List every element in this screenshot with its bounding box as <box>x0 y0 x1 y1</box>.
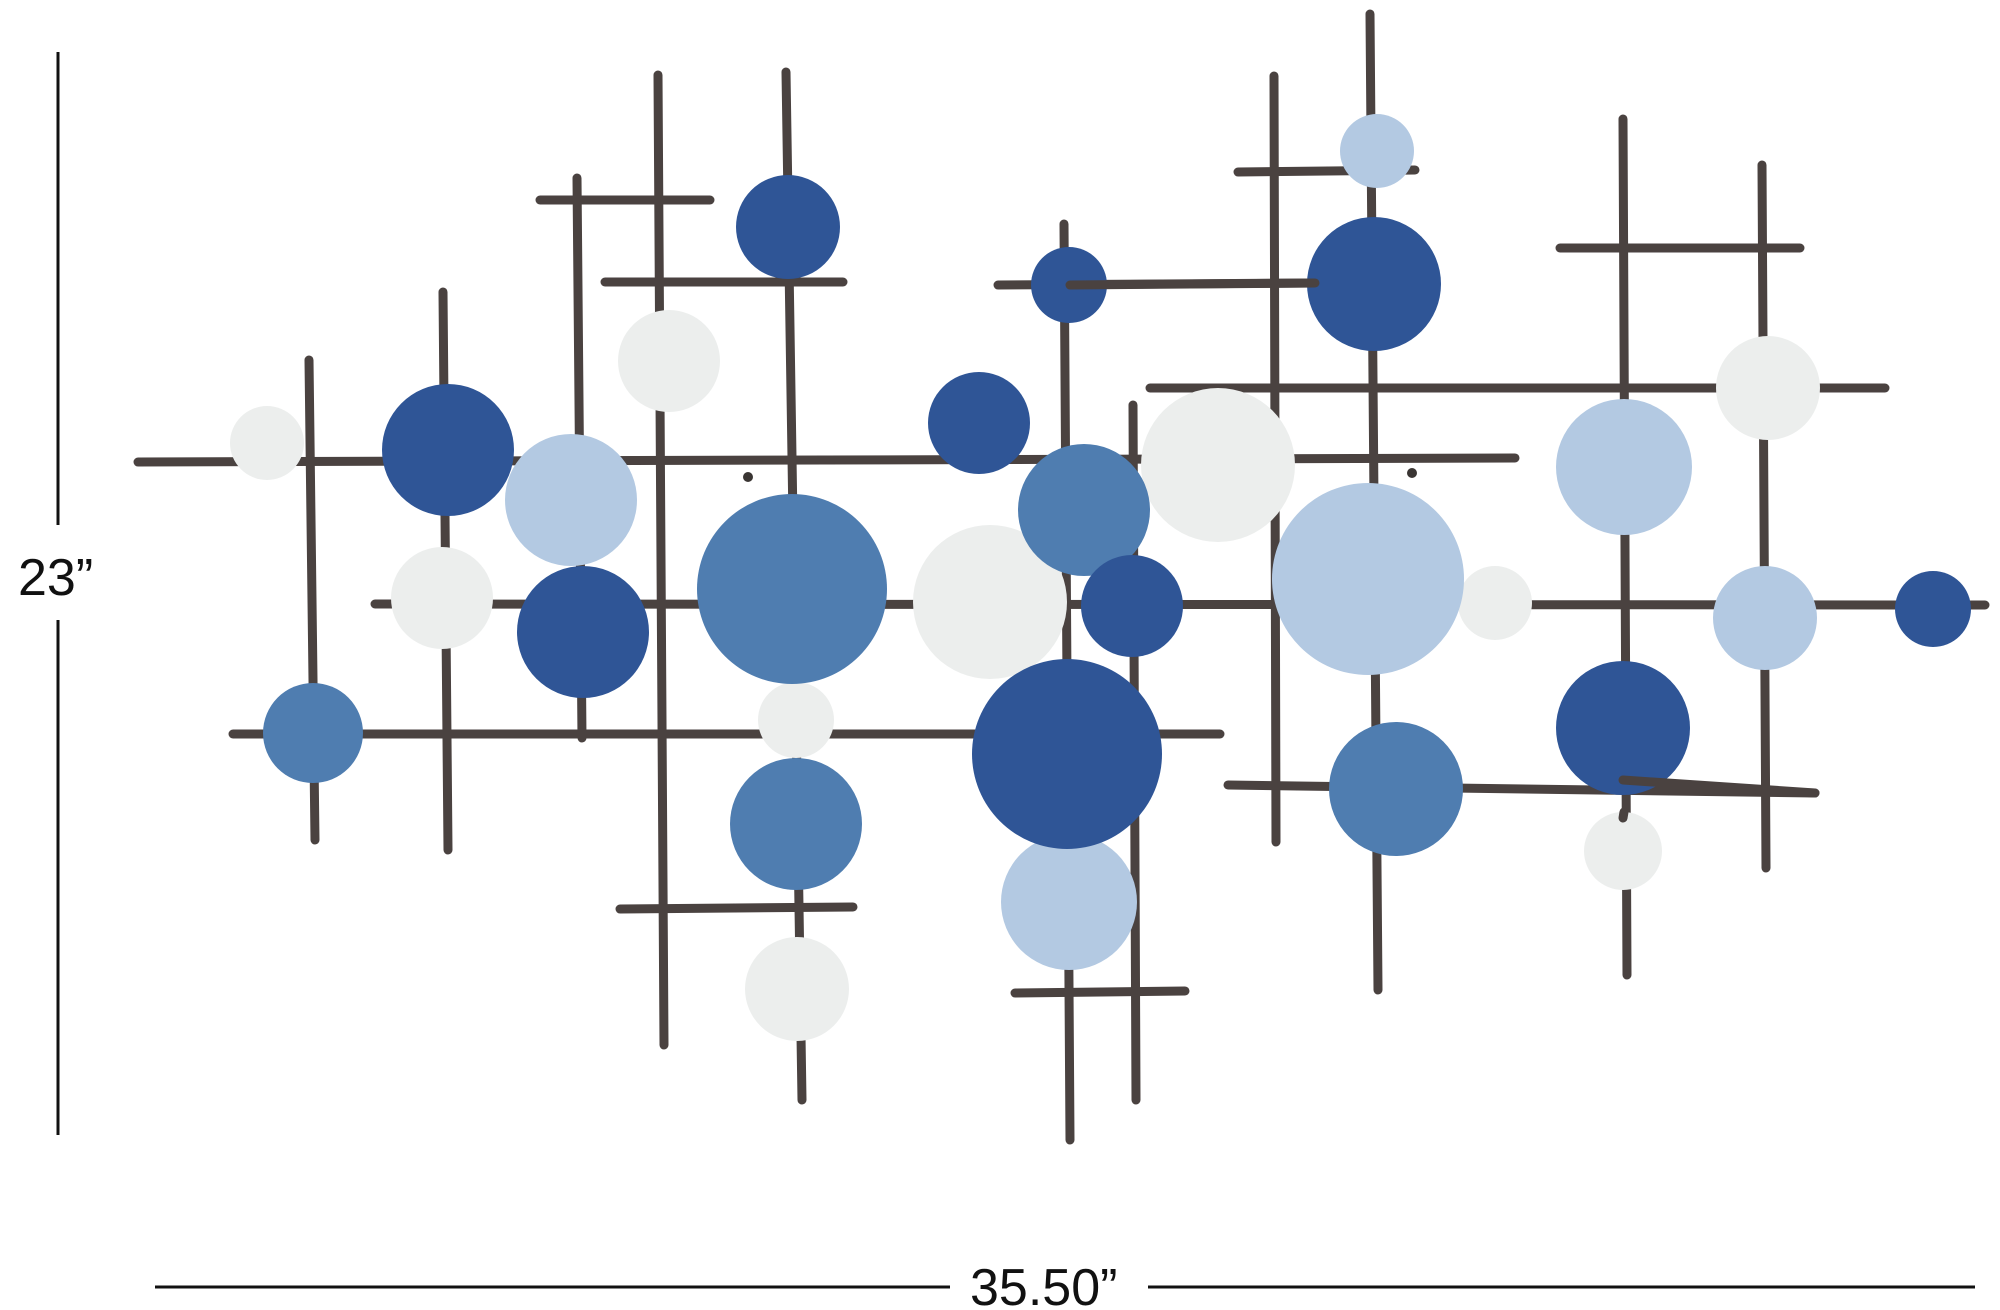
white-disc <box>230 406 304 480</box>
white-disc <box>1458 566 1532 640</box>
rod <box>1757 160 1771 873</box>
rod <box>653 70 669 1050</box>
white-disc <box>758 682 834 758</box>
mid-blue-disc <box>1329 722 1463 856</box>
width-dimension: 35.50” <box>155 1259 1975 1310</box>
white-disc <box>1716 336 1820 440</box>
rod <box>1618 807 1629 823</box>
width-dimension-label: 35.50” <box>970 1259 1117 1310</box>
rod <box>615 902 858 914</box>
mid-blue-disc <box>263 683 363 783</box>
light-blue-disc <box>1713 566 1817 670</box>
rod <box>133 453 1520 467</box>
light-blue-disc <box>505 434 637 566</box>
navy-disc <box>928 372 1030 474</box>
navy-disc <box>1895 571 1971 647</box>
navy-disc <box>736 175 840 279</box>
light-blue-disc <box>1001 834 1137 970</box>
light-blue-disc <box>1340 114 1414 188</box>
mid-blue-disc <box>730 758 862 890</box>
white-disc <box>745 937 849 1041</box>
screw <box>743 472 753 482</box>
rod <box>1223 780 1820 798</box>
discs <box>230 114 1971 1041</box>
navy-disc <box>1556 661 1690 795</box>
foreground-rods <box>1065 278 1820 823</box>
rod <box>1010 986 1190 998</box>
white-disc <box>1141 388 1295 542</box>
white-disc <box>618 310 720 412</box>
screw <box>1407 468 1417 478</box>
height-dimension-label: 23” <box>18 549 93 607</box>
mount-screws <box>743 468 1417 482</box>
light-blue-disc <box>1556 399 1692 535</box>
white-disc <box>913 525 1067 679</box>
navy-disc <box>517 566 649 698</box>
white-disc <box>391 547 493 649</box>
height-dimension: 23” <box>18 52 93 1135</box>
navy-disc <box>972 659 1162 849</box>
navy-disc <box>1307 217 1441 351</box>
white-disc <box>1584 812 1662 890</box>
navy-disc <box>382 384 514 516</box>
rod <box>1065 278 1320 290</box>
navy-disc <box>1081 555 1183 657</box>
mid-blue-disc <box>1018 444 1150 576</box>
mid-blue-disc <box>697 494 887 684</box>
light-blue-disc <box>1272 483 1464 675</box>
rod <box>1618 775 1820 798</box>
